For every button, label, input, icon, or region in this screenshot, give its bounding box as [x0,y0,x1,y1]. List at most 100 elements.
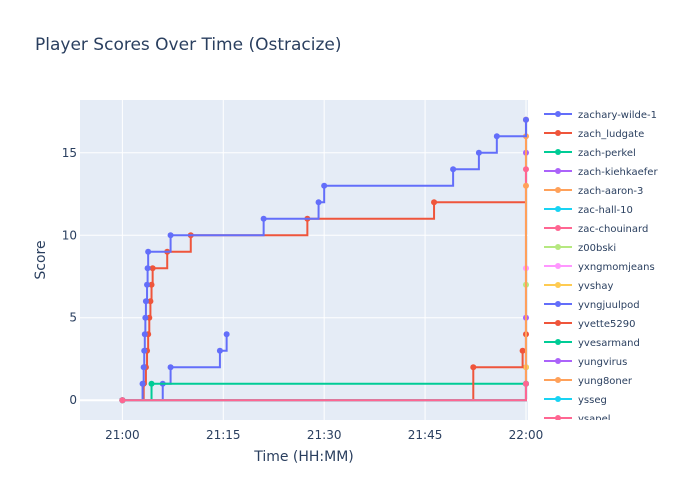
data-point[interactable] [522,166,529,173]
legend-item[interactable]: zach-aaron-3 [544,186,643,197]
legend-label: zac-chouinard [578,224,648,235]
legend-label: zach_ludgate [578,129,644,140]
y-tick-label: 10 [62,228,77,242]
data-point[interactable] [148,380,155,387]
legend-marker [555,301,561,307]
data-point[interactable] [142,298,149,305]
data-point[interactable] [216,347,223,354]
legend-item[interactable]: yvette5290 [544,319,635,330]
legend-marker [555,206,561,212]
legend-marker [555,377,561,383]
x-tick-label: 21:15 [206,428,241,442]
data-point[interactable] [522,182,529,189]
data-point[interactable] [141,347,148,354]
legend-label: zachary-wilde-1 [578,110,657,121]
data-point[interactable] [144,265,151,272]
legend-item[interactable]: ysapel [544,414,611,425]
x-tick-label: 21:00 [105,428,140,442]
legend-item[interactable]: zach-perkel [544,148,636,159]
data-point[interactable] [140,364,147,371]
legend-label: zach-aaron-3 [578,186,643,197]
legend-item[interactable]: yvesarmand [544,338,640,349]
x-axis-label: Time (HH:MM) [253,449,354,465]
y-axis-label: Score [33,240,49,279]
legend-item[interactable]: yung8oner [544,376,633,387]
legend-marker [555,111,561,117]
legend-marker [555,244,561,250]
legend-label: yvshay [578,281,614,292]
legend-marker [555,358,561,364]
legend-item[interactable]: zac-chouinard [544,224,648,235]
x-tick-label: 22:00 [509,428,544,442]
data-point[interactable] [450,166,457,173]
series-yvngjuulpod[interactable] [119,116,529,404]
axes: 21:00 21:15 21:30 21:45 22:00 0 5 10 15 [62,146,544,442]
data-point[interactable] [321,182,328,189]
data-point[interactable] [139,380,146,387]
data-point[interactable] [119,397,126,404]
series-ysapel[interactable] [119,380,529,404]
legend-label: yvette5290 [578,319,635,330]
data-point[interactable] [167,232,174,239]
plot-area [80,100,528,420]
legend-marker [555,225,561,231]
legend-label: yung8oner [578,376,633,387]
data-point[interactable] [431,199,438,206]
legend-item[interactable]: yvshay [544,281,614,292]
legend-label: yungvirus [578,357,627,368]
legend-item[interactable]: yungvirus [544,357,627,368]
legend-marker [555,168,561,174]
x-tick-label: 21:45 [408,428,443,442]
data-point[interactable] [141,331,148,338]
legend-label: ysapel [578,414,611,425]
legend-item[interactable]: zachary-wilde-1 [544,110,657,121]
legend-item[interactable]: yxngmomjeans [544,262,655,273]
legend-marker [555,396,561,402]
data-point[interactable] [522,380,529,387]
legend-marker [555,282,561,288]
legend-label: yvesarmand [578,338,640,349]
legend-marker [555,130,561,136]
legend-marker [555,320,561,326]
chart-title: Player Scores Over Time (Ostracize) [35,35,342,55]
legend[interactable]: zachary-wilde-1 zach_ludgate zach-perkel za… [544,110,658,425]
legend-item[interactable]: zac-hall-10 [544,205,633,216]
legend-marker [555,415,561,420]
data-point[interactable] [470,364,477,371]
data-point[interactable] [144,281,151,288]
series-line [122,383,527,402]
legend-label: zach-perkel [578,148,636,159]
data-point[interactable] [167,364,174,371]
data-point[interactable] [148,281,155,288]
legend-item[interactable]: zach-kiehkaefer [544,167,658,178]
y-tick-label: 5 [69,311,77,325]
legend-marker [555,339,561,345]
data-point[interactable] [315,199,322,206]
legend-item[interactable]: ysseg [544,395,607,406]
data-point[interactable] [493,133,500,140]
legend-marker [555,187,561,193]
data-point[interactable] [519,347,526,354]
legend-item[interactable]: z00bski [544,243,616,254]
data-point[interactable] [145,248,152,255]
data-point[interactable] [149,265,156,272]
data-point[interactable] [260,215,267,222]
legend-marker [555,263,561,269]
legend-item[interactable]: yvngjuulpod [544,300,640,311]
legend-marker [555,149,561,155]
y-tick-label: 0 [69,393,77,407]
data-point[interactable] [142,314,149,321]
legend-label: zach-kiehkaefer [578,167,658,178]
legend-item[interactable]: zach_ludgate [544,129,644,140]
legend-label: ysseg [578,395,607,406]
data-point[interactable] [522,116,529,123]
data-point[interactable] [475,149,482,156]
y-tick-label: 15 [62,146,77,160]
data-point[interactable] [223,331,230,338]
x-tick-label: 21:30 [307,428,342,442]
data-point[interactable] [147,298,154,305]
legend-label: yxngmomjeans [578,262,655,273]
legend-label: zac-hall-10 [578,205,633,216]
